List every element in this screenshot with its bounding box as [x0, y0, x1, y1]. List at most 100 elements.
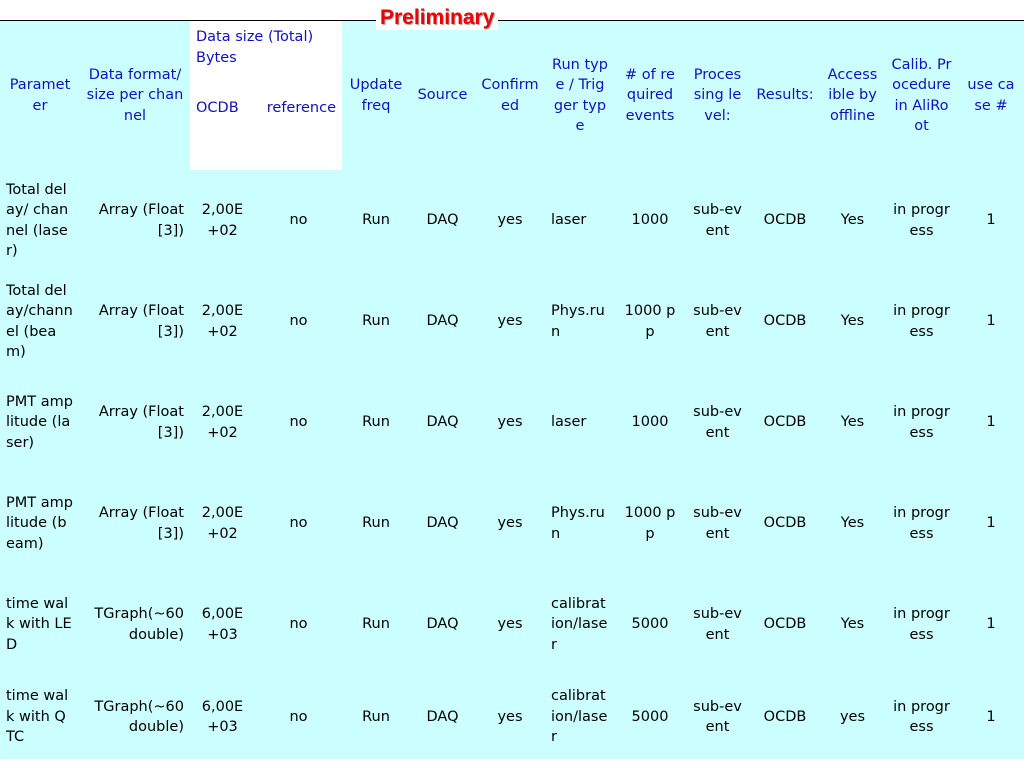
table-cell: in progress: [893, 303, 950, 340]
header-cell: # of required events: [625, 66, 675, 124]
table-cell: PMT amplitude (laser): [6, 393, 73, 451]
table-cell: yes: [839, 708, 866, 725]
table-cell: OCDB: [763, 616, 807, 633]
header-cell: Confirmed: [481, 77, 539, 114]
table-cell: Run: [362, 212, 390, 229]
table-cell: laser: [551, 414, 587, 431]
table-cell: OCDB: [763, 708, 807, 725]
table-cell: no: [289, 414, 308, 431]
table-cell: Array (Float[3]): [98, 505, 184, 542]
table-row: PMT amplitude (beam) Array (Float[3]) 2,00…: [0, 473, 1024, 574]
table-cell: no: [289, 212, 308, 229]
table-cell: no: [289, 708, 308, 725]
table-cell: DAQ: [426, 212, 459, 229]
table-cell: DAQ: [426, 708, 459, 725]
slide-title: Preliminary: [376, 6, 499, 30]
table-cell: 2,00E+02: [201, 505, 244, 542]
table-row: Total delay/channel (beam) Array (Float[3…: [0, 271, 1024, 372]
table-cell: Total delay/channel (beam): [6, 282, 73, 361]
table-cell: OCDB: [763, 212, 807, 229]
table-cell: DAQ: [426, 414, 459, 431]
table-cell: PMT amplitude (beam): [6, 494, 73, 552]
header-cell: Update freq: [349, 77, 403, 114]
table-cell: Run: [362, 708, 390, 725]
table-cell: Array (Float[3]): [98, 404, 184, 441]
header-text: Data size (Total) Bytes: [196, 29, 314, 66]
table-cell: 1000: [631, 414, 669, 431]
table-cell: sub-event: [693, 303, 742, 340]
table-cell: in progress: [893, 202, 950, 239]
table-row: time walk with LED TGraph(~60double) 6,00E…: [0, 574, 1024, 675]
table-cell: calibration/laser: [551, 595, 608, 653]
header-cell: Accessible by offline: [827, 66, 878, 124]
subheader-cell: reference: [266, 100, 336, 116]
table-cell: in progress: [893, 606, 950, 643]
table-cell: 2,00E+02: [201, 303, 244, 340]
table-cell: Run: [362, 515, 390, 532]
table: Parameter Data format/size per channel Dat…: [0, 20, 1024, 759]
table-cell: OCDB: [763, 414, 807, 431]
table-cell: no: [289, 515, 308, 532]
table-cell: Total delay/ channel (laser): [6, 181, 69, 260]
table-cell: Array (Float[3]): [98, 202, 184, 239]
header-cell: Data format/size per channel: [86, 66, 184, 124]
table-row: Total delay/ channel (laser) Array (Float…: [0, 170, 1024, 271]
table-cell: 2,00E+02: [201, 202, 244, 239]
table-cell: 6,00E+03: [201, 698, 244, 736]
table-cell: 1000 pp: [624, 303, 676, 340]
table-cell: Yes: [840, 616, 865, 633]
table-cell: DAQ: [426, 313, 459, 330]
table-cell: Run: [362, 414, 390, 431]
subheader-row: OCDB reference: [196, 98, 336, 119]
table-cell: Run: [362, 616, 390, 633]
table-cell: time walk with LED: [6, 595, 72, 653]
header-cell: Processing level:: [693, 66, 742, 124]
table-cell: 6,00E+03: [201, 606, 244, 643]
table-cell: sub-event: [693, 606, 742, 643]
header-cell: Parameter: [9, 77, 71, 114]
header-cell-group: Data size (Total) Bytes OCDB reference: [190, 20, 342, 170]
table-cell: calibration/laser: [551, 688, 608, 746]
table-cell: 1000: [631, 212, 669, 229]
header-cell: Run type / Trigger type: [552, 56, 608, 135]
table-cell: Phys.run: [551, 505, 605, 542]
table-cell: sub-event: [693, 202, 742, 239]
header-cell: use case #: [967, 77, 1015, 114]
table-cell: OCDB: [763, 313, 807, 330]
table-cell: yes: [497, 313, 523, 330]
table-cell: Yes: [840, 212, 865, 229]
table-cell: 1: [986, 414, 996, 431]
table-cell: OCDB: [763, 515, 807, 532]
table-row: time walk with QTC TGraph(~60double) 6,00E…: [0, 675, 1024, 759]
table-cell: yes: [497, 414, 523, 431]
table-cell: yes: [497, 212, 523, 229]
table-cell: Yes: [840, 414, 865, 431]
subheader-cell: OCDB: [196, 100, 239, 116]
table-cell: sub-event: [693, 505, 742, 542]
table-cell: DAQ: [426, 515, 459, 532]
table-cell: sub-event: [693, 404, 742, 441]
table-cell: yes: [497, 616, 523, 633]
table-cell: sub-event: [693, 698, 742, 736]
table-cell: no: [289, 313, 308, 330]
header-cell: Calib. Procedure in AliRoot: [891, 56, 952, 135]
table-cell: DAQ: [426, 616, 459, 633]
table-cell: Run: [362, 313, 390, 330]
table-cell: Array (Float[3]): [98, 303, 184, 340]
table-cell: Yes: [840, 313, 865, 330]
table-cell: 5000: [631, 616, 669, 633]
table-cell: in progress: [893, 404, 950, 441]
table-cell: 1: [986, 708, 996, 725]
table-cell: no: [289, 616, 308, 633]
table-cell: 5000: [631, 708, 669, 725]
header-cell: Source: [417, 87, 468, 104]
table-cell: Phys.run: [551, 303, 605, 340]
table-cell: laser: [551, 212, 587, 229]
table-cell: yes: [497, 515, 523, 532]
table-cell: Yes: [840, 515, 865, 532]
table-cell: 2,00E+02: [201, 404, 244, 441]
table-cell: time walk with QTC: [6, 688, 69, 746]
table-row: PMT amplitude (laser) Array (Float[3]) 2,0…: [0, 372, 1024, 473]
table-cell: in progress: [893, 505, 950, 542]
